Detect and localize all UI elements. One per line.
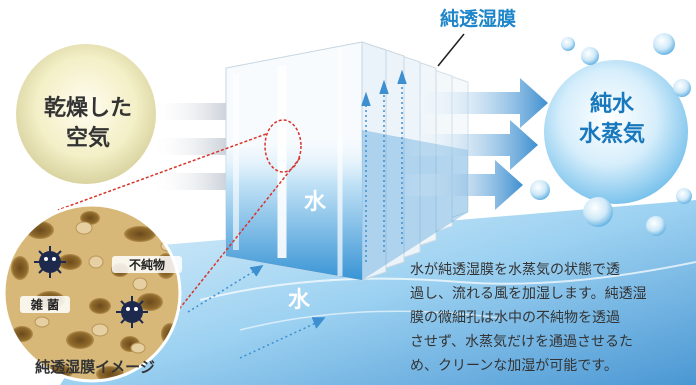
magnifier-guide-line: [57, 133, 267, 211]
water-label-floor: 水: [287, 288, 310, 313]
bubble: [653, 33, 675, 55]
bacteria-icon: [34, 246, 66, 278]
bacteria-label: 雑 菌: [20, 296, 70, 313]
dry-air-label: 乾燥した 空気: [28, 94, 148, 154]
bubble: [561, 37, 575, 51]
bubble: [530, 180, 550, 200]
magnifier-focus-ring: [264, 119, 302, 173]
membrane-magnified-view: [4, 205, 180, 381]
bubble: [646, 216, 666, 236]
bubble: [676, 188, 692, 204]
bubble: [673, 79, 691, 97]
description-line-2: 過し、流れる風を加湿します。純透湿: [410, 286, 647, 302]
description-line-5: め、クリーンな加湿が可能です。: [410, 358, 618, 374]
vapor-line-2: 水蒸気: [578, 122, 645, 147]
vapor-line-1: 純水: [589, 92, 634, 117]
description-line-3: 膜の微細孔は水中の不純物を透過: [410, 310, 620, 326]
water-floor: [60, 200, 696, 385]
impurity-label: 不純物: [112, 256, 182, 273]
vapor-label: 純水 水蒸気: [552, 90, 672, 150]
magnifier-guide-line: [171, 157, 301, 319]
outgoing-vapor-arrows: [400, 78, 548, 210]
bacteria-icon: [116, 296, 148, 328]
description-line-4: させず、水蒸気だけを通過させるた: [410, 334, 634, 350]
diagonal-water-arrows: [187, 264, 326, 359]
bubble: [583, 197, 613, 227]
membrane-title: 純透湿膜: [439, 8, 516, 30]
dry-air-line-1: 乾燥した: [43, 96, 132, 121]
incoming-air-arrows: [150, 103, 230, 190]
membrane-pointer: [437, 33, 465, 67]
vapor-sphere: [544, 60, 688, 204]
dry-air-circle: [16, 44, 156, 184]
description-text: 水が純透湿膜を水蒸気の状態で透 過し、流れる風を加湿します。純透湿 膜の微細孔は…: [410, 258, 694, 378]
upward-vapor-arrows: [361, 69, 407, 262]
membrane-image-caption: 純透湿膜イメージ: [35, 358, 155, 376]
magnifier-circle: [2, 203, 182, 383]
description-line-1: 水が純透湿膜を水蒸気の状態で透: [410, 262, 620, 278]
water-label-membrane: 水: [303, 190, 326, 215]
dry-air-line-2: 空気: [65, 126, 110, 151]
bubble: [581, 47, 599, 65]
